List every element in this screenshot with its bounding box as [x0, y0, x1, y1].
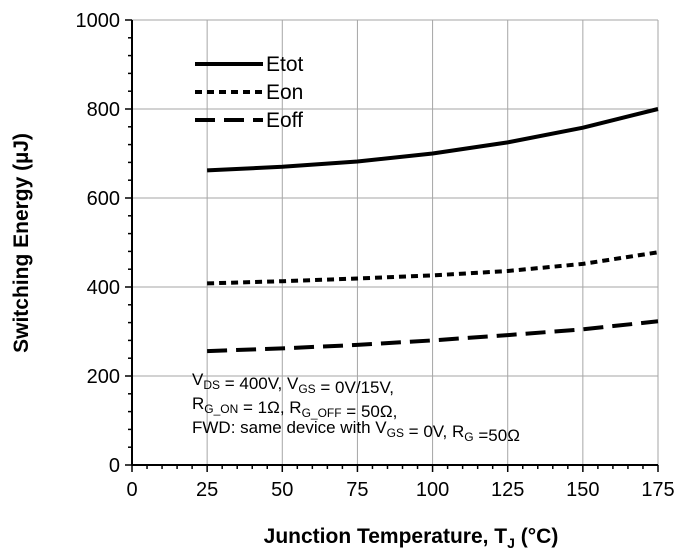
x-tick-label: 0	[126, 479, 137, 501]
x-tick-label: 150	[566, 479, 599, 501]
x-tick-label: 50	[271, 479, 293, 501]
legend-label-etot: Etot	[266, 53, 304, 76]
grid	[132, 19, 659, 465]
x-tick-label: 125	[491, 479, 524, 501]
annotation-line-2: RG_ON = 1Ω, RG_OFF = 50Ω,	[192, 394, 397, 421]
legend-label-eon: Eon	[266, 81, 303, 104]
x-tick-label: 100	[416, 479, 449, 501]
legend-label-eoff: Eoff	[266, 109, 303, 132]
annotation-line-3: FWD: same device with VGS = 0V, RG =50Ω	[192, 418, 520, 445]
annotation-line-1: VDS = 400V, VGS = 0V/15V,	[192, 370, 394, 397]
series-line-eoff	[207, 319, 659, 354]
x-tick-label: 75	[346, 479, 368, 501]
series-line-eon	[207, 250, 659, 286]
y-tick-label: 800	[87, 99, 120, 121]
y-tick-label: 0	[109, 455, 120, 477]
y-axis-title: Switching Energy (µJ)	[10, 133, 33, 353]
legend: Etot Eon Eoff	[195, 53, 304, 132]
x-tick-label: 175	[641, 479, 674, 501]
y-tick-label: 200	[87, 366, 120, 388]
y-tick-label: 600	[87, 188, 120, 210]
ticks: 0 25 50 75 100 125 150 175 0 200 400 600 800 1000	[76, 10, 675, 501]
series-line-etot	[207, 107, 659, 173]
y-tick-label: 400	[87, 277, 120, 299]
x-tick-label: 25	[196, 479, 218, 501]
series-lines	[207, 107, 659, 354]
y-tick-label: 1000	[76, 10, 121, 32]
axes	[131, 20, 658, 466]
x-axis-title: Junction Temperature, TJ (°C)	[264, 525, 559, 550]
conditions-annotation: VDS = 400V, VGS = 0V/15V,RG_ON = 1Ω, RG_…	[192, 370, 520, 445]
